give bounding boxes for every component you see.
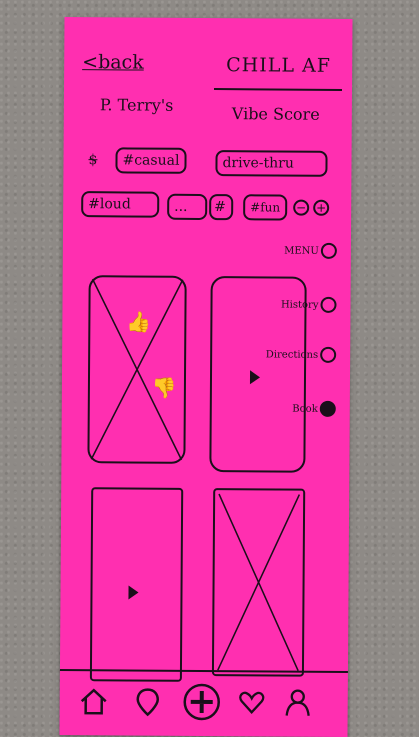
play-icon[interactable] [249,370,261,385]
page-title: CHILL AF [226,54,332,77]
placeholder-cross [90,278,184,461]
minus-circle-icon[interactable]: − [293,199,310,216]
app-screen: <back CHILL AF P. Terry's Vibe Score $ #… [59,17,353,737]
play-icon[interactable] [128,585,139,600]
location-pin-icon[interactable] [132,685,164,717]
tag-drive-thru[interactable]: drive-thru [215,150,328,177]
directions-radio[interactable] [320,346,337,363]
home-icon[interactable] [78,685,110,717]
tag-price[interactable]: $ [88,152,98,169]
add-icon[interactable] [182,682,222,722]
title-underline [214,88,343,91]
plus-circle-icon[interactable]: + [313,199,330,216]
vibe-score-label: Vibe Score [231,104,320,124]
thumbs-down-icon[interactable]: 👎 [151,375,177,400]
profile-icon[interactable] [282,687,314,719]
tag-fun[interactable]: #fun [243,194,288,221]
heart-icon[interactable] [236,686,268,718]
back-link[interactable]: <back [82,51,144,74]
media-tile[interactable] [89,487,184,682]
tag-hash[interactable]: # [209,194,234,221]
history-radio[interactable] [320,296,337,313]
tag-loud[interactable]: #loud [81,191,160,218]
book-radio[interactable] [319,400,336,417]
placeholder-cross [217,493,301,672]
menu-option-label: MENU [284,245,319,257]
menu-radio[interactable] [320,242,337,259]
tag-more[interactable]: ... [167,193,208,221]
media-tile[interactable] [209,276,307,473]
tag-casual[interactable]: #casual [115,147,187,174]
place-name: P. Terry's [99,95,174,115]
menu-option[interactable]: MENU [284,242,337,259]
thumbs-up-icon[interactable]: 👍 [126,309,152,334]
media-tile[interactable]: 👍 👎 [87,275,187,464]
media-tile[interactable] [211,488,306,677]
